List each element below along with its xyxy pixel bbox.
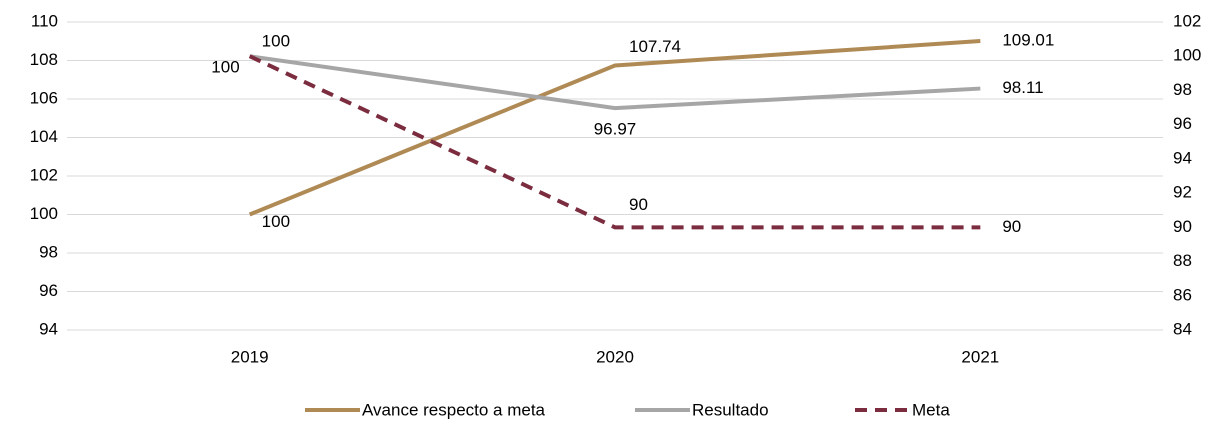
data-label: 107.74	[629, 37, 681, 56]
series-line	[248, 54, 981, 230]
legend-label: Meta	[912, 400, 950, 419]
y-tick-label: 94	[39, 319, 58, 338]
series-line	[249, 54, 981, 111]
y-tick-label: 106	[30, 88, 58, 107]
x-tick-label: 2021	[961, 347, 999, 366]
y2-tick-label: 84	[1173, 319, 1192, 338]
y-tick-label: 110	[31, 11, 58, 30]
x-tick-label: 2020	[596, 347, 634, 366]
x-tick-label: 2019	[231, 347, 269, 366]
data-label: 100	[262, 212, 290, 231]
y2-tick-label: 92	[1173, 183, 1192, 202]
y-tick-label: 104	[30, 127, 58, 146]
legend-label: Avance respecto a meta	[362, 400, 546, 419]
y-tick-label: 98	[39, 242, 58, 261]
y2-tick-label: 94	[1173, 148, 1192, 167]
data-label: 100	[211, 58, 239, 77]
y2-tick-label: 98	[1173, 80, 1192, 99]
data-label: 109.01	[1002, 31, 1054, 50]
data-label: 90	[629, 195, 648, 214]
data-label: 98.11	[1002, 78, 1043, 97]
data-label: 100	[262, 32, 290, 51]
y2-tick-label: 90	[1173, 217, 1192, 236]
y2-tick-label: 86	[1173, 285, 1192, 304]
series-line	[248, 39, 981, 217]
y2-tick-label: 96	[1173, 114, 1192, 133]
y-tick-label: 96	[39, 281, 58, 300]
y-tick-label: 108	[30, 50, 58, 69]
data-label: 90	[1002, 217, 1021, 236]
data-label: 96.97	[594, 120, 637, 139]
y-tick-label: 102	[30, 165, 58, 184]
legend-label: Resultado	[692, 400, 769, 419]
y2-tick-label: 102	[1173, 11, 1201, 30]
y2-tick-label: 88	[1173, 251, 1192, 270]
y-tick-label: 100	[30, 204, 58, 223]
y2-tick-label: 100	[1173, 46, 1201, 65]
